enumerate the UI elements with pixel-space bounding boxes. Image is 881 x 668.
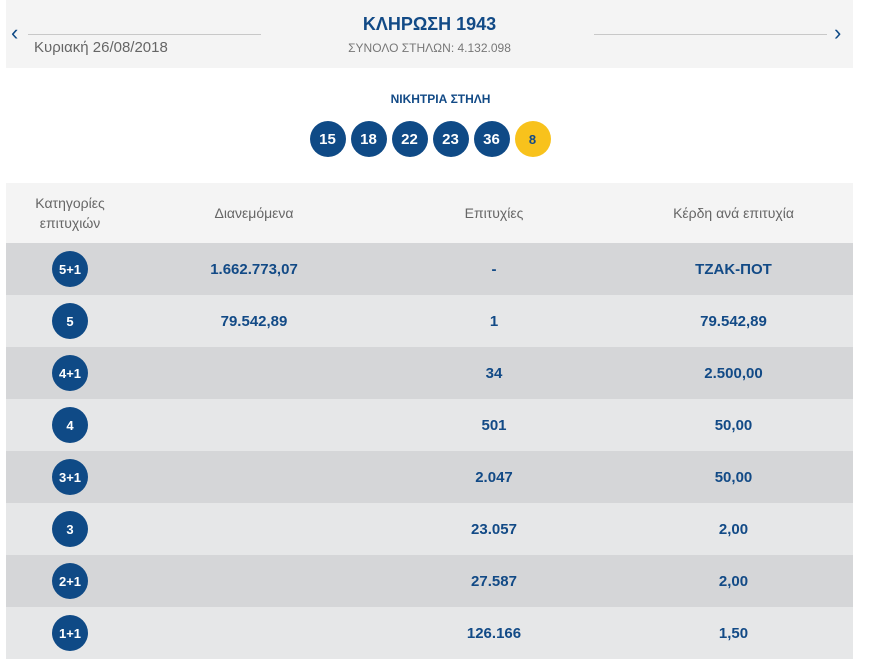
distributed-cell: 1.662.773,07 xyxy=(210,260,298,278)
chevron-right-icon[interactable]: › xyxy=(834,20,842,45)
category-cell: 1+1 xyxy=(6,615,134,651)
category-badge: 4+1 xyxy=(52,355,88,391)
prize-cell: 50,00 xyxy=(714,416,753,434)
table-row: 5+1 1.662.773,07 - ΤΖΑΚ-ΠΟΤ xyxy=(6,243,853,295)
winning-numbers: 15 18 22 23 36 8 xyxy=(0,121,860,157)
table-row: 4+1 34 2.500,00 xyxy=(6,347,853,399)
prize-cell: 2,00 xyxy=(718,520,749,538)
category-cell: 3 xyxy=(6,511,134,547)
draw-header: ‹ › Κυριακή 26/08/2018 ΚΛΗΡΩΣΗ 1943 ΣΥΝΟ… xyxy=(6,0,853,68)
draw-title: ΚΛΗΡΩΣΗ 1943 xyxy=(362,14,497,34)
wins-cell: 23.057 xyxy=(471,520,517,538)
divider xyxy=(594,34,827,35)
wins-cell: 501 xyxy=(481,416,507,434)
number-ball: 36 xyxy=(473,121,510,157)
wins-cell: - xyxy=(491,260,497,278)
prize-cell: 79.542,89 xyxy=(700,312,767,330)
category-cell: 3+1 xyxy=(6,459,134,495)
category-badge: 4 xyxy=(52,407,88,443)
category-badge: 3+1 xyxy=(52,459,88,495)
table-header: Κατηγορίες επιτυχιών Διανεμόμενα Επιτυχί… xyxy=(6,183,853,243)
table-row: 5 79.542,89 1 79.542,89 xyxy=(6,295,853,347)
prize-cell: ΤΖΑΚ-ΠΟΤ xyxy=(695,260,772,278)
category-cell: 5 xyxy=(6,303,134,339)
results-table: Κατηγορίες επιτυχιών Διανεμόμενα Επιτυχί… xyxy=(6,183,853,659)
category-badge: 5+1 xyxy=(52,251,88,287)
col-prize: Κέρδη ανά επιτυχία xyxy=(673,205,794,221)
number-ball: 23 xyxy=(432,121,469,157)
category-badge: 1+1 xyxy=(52,615,88,651)
category-badge: 2+1 xyxy=(52,563,88,599)
winning-label: ΝΙΚΗΤΡΙΑ ΣΤΗΛΗ xyxy=(390,92,491,106)
wins-cell: 34 xyxy=(485,364,503,382)
divider xyxy=(28,34,261,35)
number-ball: 22 xyxy=(391,121,428,157)
prize-cell: 2,00 xyxy=(718,572,749,590)
table-row: 1+1 126.166 1,50 xyxy=(6,607,853,659)
table-row: 4 501 50,00 xyxy=(6,399,853,451)
prize-cell: 1,50 xyxy=(718,624,749,642)
draw-date: Κυριακή 26/08/2018 xyxy=(34,39,168,56)
prize-cell: 2.500,00 xyxy=(704,364,763,382)
col-wins: Επιτυχίες xyxy=(464,205,524,221)
col-distributed: Διανεμόμενα xyxy=(214,205,294,221)
number-ball: 15 xyxy=(309,121,346,157)
category-cell: 5+1 xyxy=(6,251,134,287)
table-row: 2+1 27.587 2,00 xyxy=(6,555,853,607)
chevron-left-icon[interactable]: ‹ xyxy=(11,20,19,45)
category-badge: 5 xyxy=(52,303,88,339)
number-ball: 18 xyxy=(350,121,387,157)
wins-cell: 27.587 xyxy=(471,572,517,590)
category-badge: 3 xyxy=(52,511,88,547)
category-cell: 4+1 xyxy=(6,355,134,391)
col-category: Κατηγορίες επιτυχιών xyxy=(35,195,105,231)
category-cell: 2+1 xyxy=(6,563,134,599)
wins-cell: 126.166 xyxy=(466,624,522,642)
table-row: 3+1 2.047 50,00 xyxy=(6,451,853,503)
prize-cell: 50,00 xyxy=(714,468,753,486)
total-columns: ΣΥΝΟΛΟ ΣΤΗΛΩΝ: 4.132.098 xyxy=(348,41,511,55)
distributed-cell: 79.542,89 xyxy=(220,312,288,330)
bonus-ball: 8 xyxy=(514,121,551,157)
category-cell: 4 xyxy=(6,407,134,443)
wins-cell: 1 xyxy=(489,312,499,330)
table-row: 3 23.057 2,00 xyxy=(6,503,853,555)
wins-cell: 2.047 xyxy=(475,468,513,486)
